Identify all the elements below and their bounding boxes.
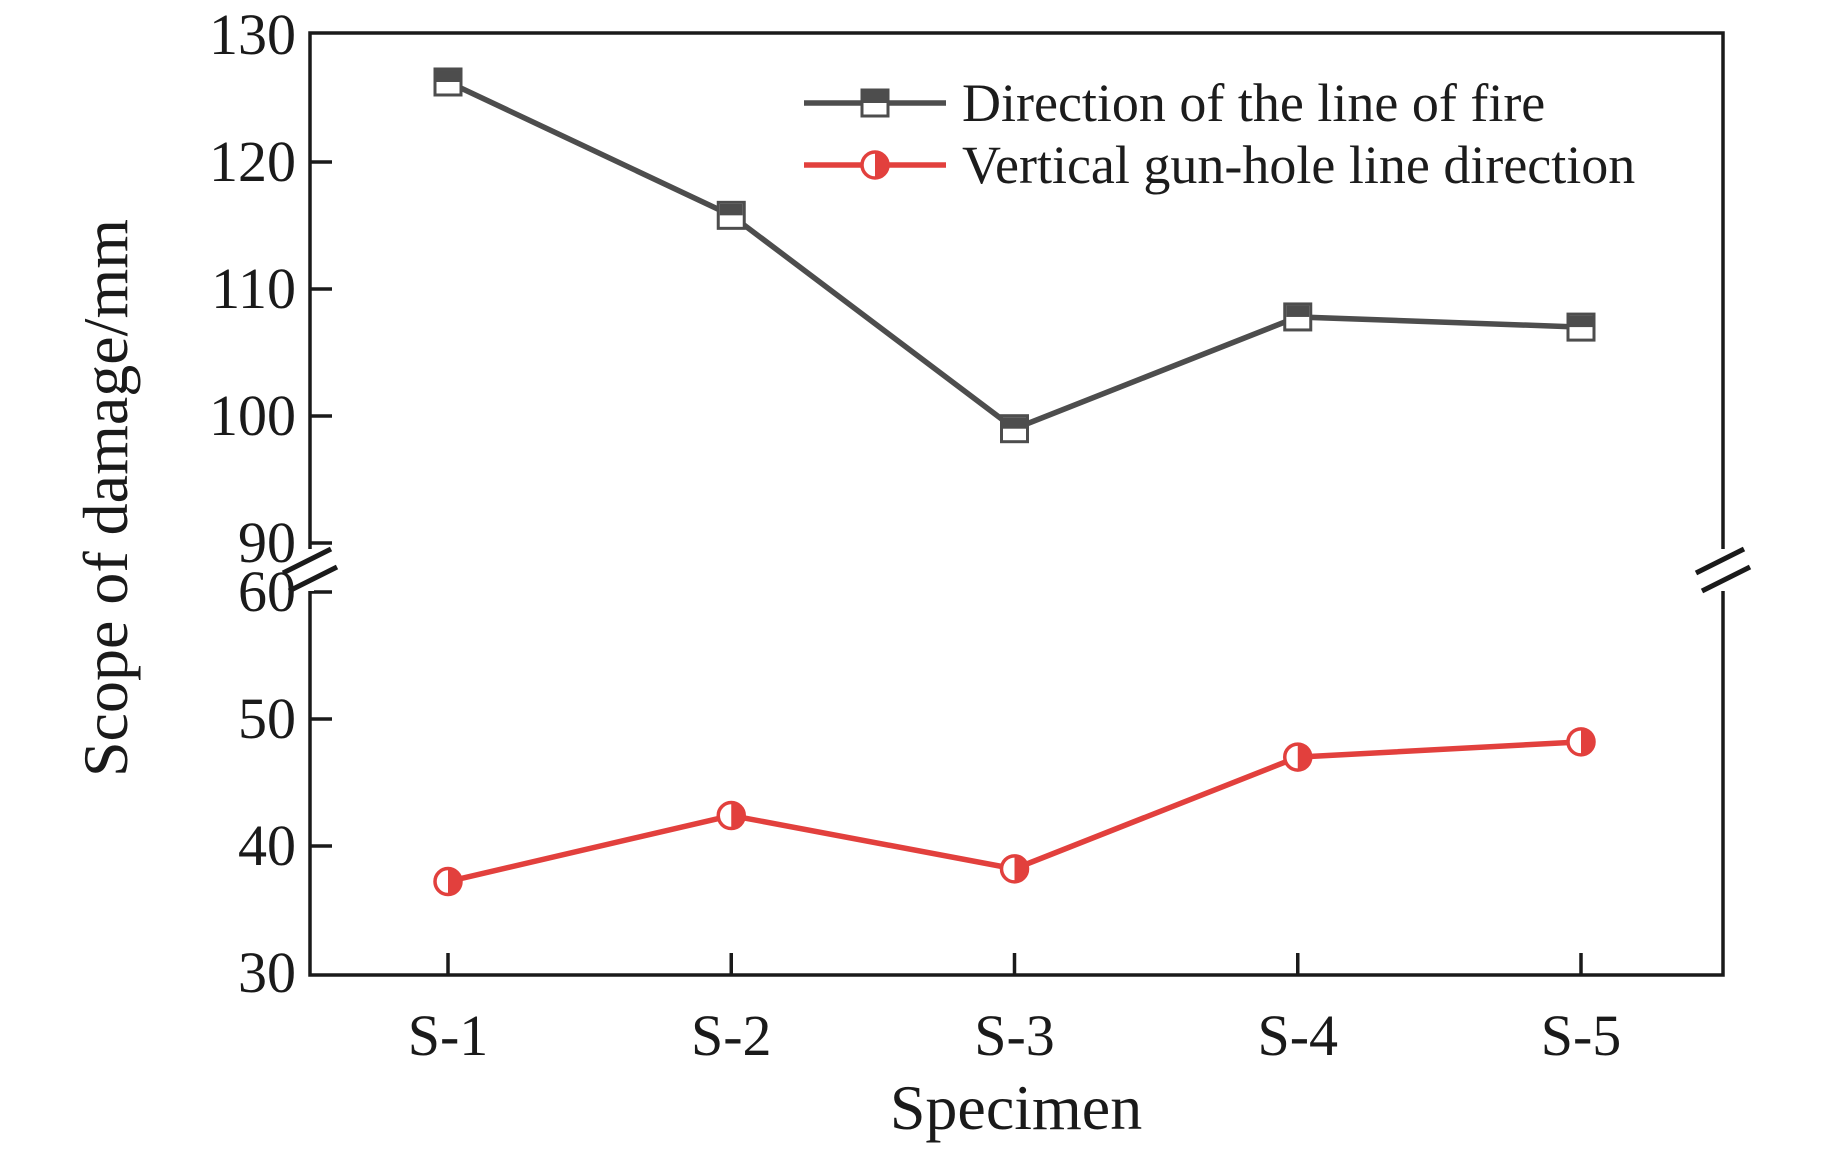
- y-tick-label-60: 60: [238, 559, 296, 624]
- y-tick-label-40: 40: [238, 813, 296, 878]
- y-tick-label-120: 120: [209, 129, 296, 194]
- marker-circle-fill: [875, 152, 888, 178]
- x-axis-title: Specimen: [889, 1072, 1143, 1143]
- marker-circle-fill: [1581, 728, 1594, 755]
- axis-break-gap-right: [1719, 549, 1727, 591]
- marker-square-fill: [1003, 417, 1026, 429]
- x-tick-label-S-3: S-3: [974, 1003, 1055, 1068]
- y-tick-label-100: 100: [209, 383, 296, 448]
- x-tick-label-S-2: S-2: [690, 1003, 772, 1068]
- y-tick-label-110: 110: [211, 256, 296, 321]
- y-axis-title: Scope of damage/mm: [70, 218, 141, 778]
- x-tick-label-S-4: S-4: [1257, 1003, 1339, 1068]
- axis-break-slash: [287, 564, 339, 594]
- marker-circle-fill: [1014, 855, 1028, 882]
- axis-break-slash: [281, 546, 333, 576]
- axis-break-slash: [1694, 546, 1746, 576]
- axis-break-gap-left: [306, 549, 314, 591]
- marker-circle-fill: [448, 868, 462, 895]
- y-tick-label-130: 130: [209, 2, 296, 67]
- marker-square-fill: [1286, 305, 1310, 317]
- y-tick-label-90: 90: [238, 510, 296, 575]
- legend-row-0: Direction of the line of fire: [800, 72, 1635, 134]
- marker-circle-fill: [731, 802, 745, 829]
- x-tick-label-S-1: S-1: [407, 1003, 489, 1068]
- marker-circle-fill: [1297, 744, 1311, 771]
- legend-row-1: Vertical gun-hole line direction: [800, 134, 1635, 196]
- axis-break-slash: [1700, 564, 1752, 594]
- marker-square-fill: [436, 70, 460, 82]
- legend: Direction of the line of fire Vertical gu…: [800, 72, 1635, 196]
- legend-label-1: Vertical gun-hole line direction: [962, 135, 1636, 195]
- y-tick-label-50: 50: [238, 686, 296, 751]
- axis-frame: [308, 31, 1725, 977]
- x-tick-label-S-5: S-5: [1540, 1003, 1622, 1068]
- legend-swatch-0: [804, 88, 946, 118]
- marker-square-fill: [719, 203, 743, 216]
- y-tick-label-30: 30: [238, 940, 296, 1005]
- marker-square-fill: [863, 91, 887, 103]
- legend-swatch-1: [804, 150, 946, 180]
- legend-label-0: Direction of the line of fire: [962, 73, 1546, 133]
- marker-square-fill: [1569, 315, 1593, 328]
